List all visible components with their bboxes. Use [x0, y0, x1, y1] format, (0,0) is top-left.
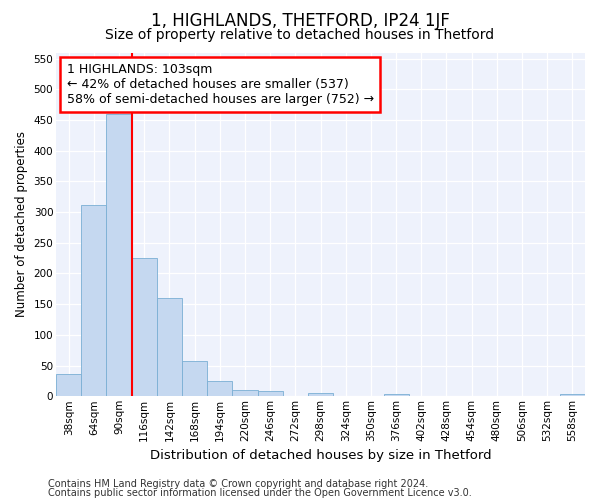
Bar [81, 204, 106, 396]
Text: Contains HM Land Registry data © Crown copyright and database right 2024.: Contains HM Land Registry data © Crown c… [48, 479, 428, 489]
Bar [106, 114, 131, 397]
Bar [383, 394, 409, 396]
Text: 1, HIGHLANDS, THETFORD, IP24 1JF: 1, HIGHLANDS, THETFORD, IP24 1JF [151, 12, 449, 30]
Text: Contains public sector information licensed under the Open Government Licence v3: Contains public sector information licen… [48, 488, 472, 498]
X-axis label: Distribution of detached houses by size in Thetford: Distribution of detached houses by size … [150, 450, 491, 462]
Bar [308, 393, 333, 396]
Bar [257, 392, 283, 396]
Bar [232, 390, 257, 396]
Text: 1 HIGHLANDS: 103sqm
← 42% of detached houses are smaller (537)
58% of semi-detac: 1 HIGHLANDS: 103sqm ← 42% of detached ho… [67, 63, 374, 106]
Bar [56, 374, 81, 396]
Y-axis label: Number of detached properties: Number of detached properties [15, 132, 28, 318]
Bar [560, 394, 585, 396]
Bar [157, 298, 182, 396]
Text: Size of property relative to detached houses in Thetford: Size of property relative to detached ho… [106, 28, 494, 42]
Bar [182, 362, 207, 396]
Bar [207, 381, 232, 396]
Bar [131, 258, 157, 396]
